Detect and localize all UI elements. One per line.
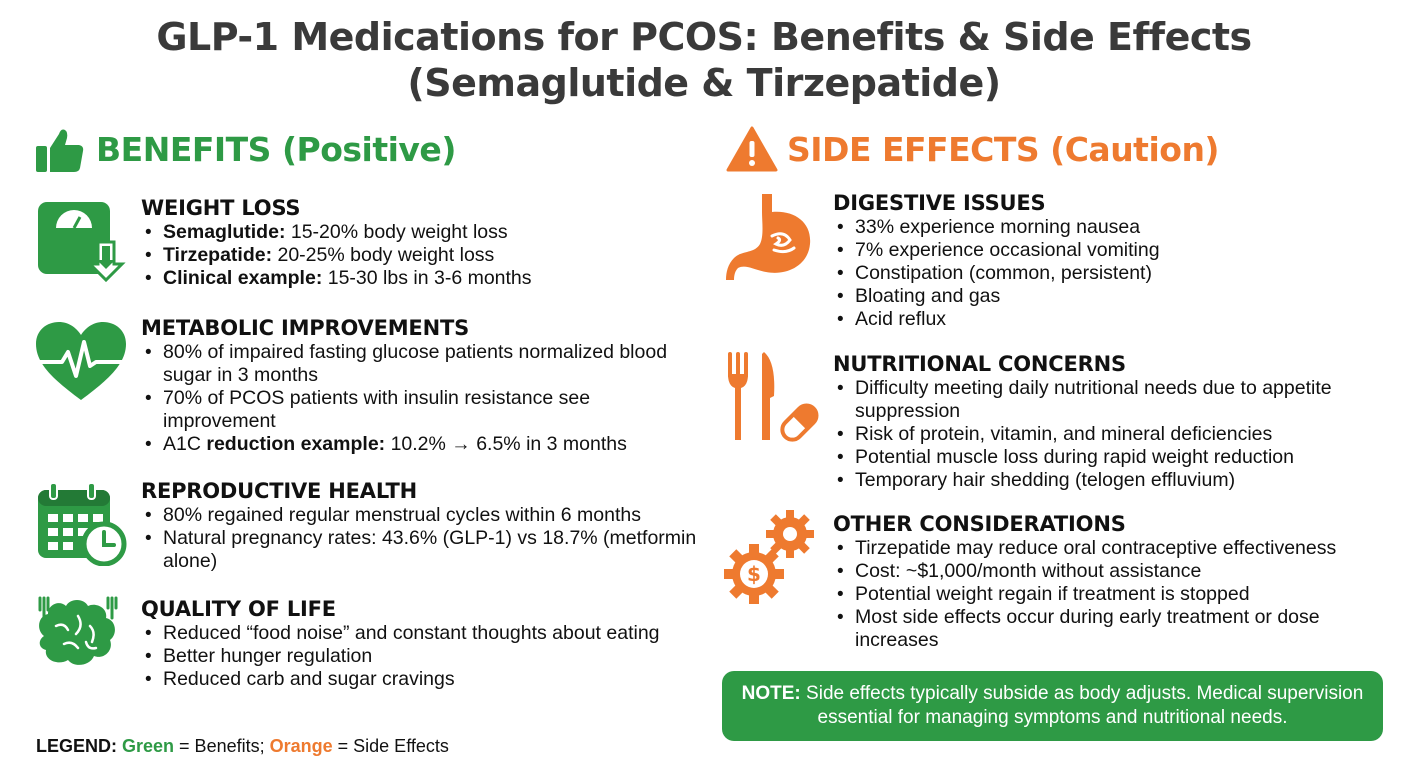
list-item: Difficulty meeting daily nutritional nee… [833,377,1373,423]
list-item: Tirzepatide: 20-25% body weight loss [141,244,701,267]
list-item: 80% regained regular menstrual cycles wi… [141,504,701,527]
section-other-considerations: OTHER CONSIDERATIONS Tirzepatide may red… [833,512,1378,652]
side-effects-heading: SIDE EFFECTS (Caution) [787,130,1220,169]
section-reproductive-health: REPRODUCTIVE HEALTH 80% regained regular… [141,479,701,573]
section-weight-loss: WEIGHT LOSS Semaglutide: 15-20% body wei… [141,196,701,290]
list-item: Reduced carb and sugar cravings [141,668,671,691]
list-item: Natural pregnancy rates: 43.6% (GLP-1) v… [141,527,701,573]
list-item: Most side effects occur during early tre… [833,606,1378,652]
scale-down-arrow-icon [38,202,126,282]
metabolic-title: METABOLIC IMPROVEMENTS [141,316,469,340]
list-item: 33% experience morning nausea [833,216,1373,239]
title-line-1: GLP-1 Medications for PCOS: Benefits & S… [156,15,1252,59]
list-item: Better hunger regulation [141,645,671,668]
other-title: OTHER CONSIDERATIONS [833,512,1126,536]
fork-knife-pill-icon [728,352,819,442]
list-item: Constipation (common, persistent) [833,262,1373,285]
brain-food-icon [38,596,118,665]
heart-pulse-icon [36,322,126,400]
legend-label: LEGEND: [36,736,117,756]
note-label: NOTE: [741,683,801,704]
list-item: 70% of PCOS patients with insulin resist… [141,387,681,433]
calendar-clock-icon [38,482,127,566]
gears-dollar-icon: $ [724,510,814,604]
section-digestive-issues: DIGESTIVE ISSUES 33% experience morning … [833,191,1373,331]
list-item: Clinical example: 15-30 lbs in 3-6 month… [141,267,701,290]
list-item: Potential muscle loss during rapid weigh… [833,446,1373,469]
list-item: Potential weight regain if treatment is … [833,583,1378,606]
stomach-icon [726,194,811,280]
thumbs-up-icon [36,129,84,172]
list-item: Cost: ~$1,000/month without assistance [833,560,1378,583]
list-item: Reduced “food noise” and constant though… [141,622,671,645]
list-item: 80% of impaired fasting glucose patients… [141,341,681,387]
list-item: Bloating and gas [833,285,1373,308]
note-box: NOTE: Side effects typically subside as … [722,671,1383,741]
legend-orange-word: Orange [269,736,333,756]
list-item: Temporary hair shedding (telogen effluvi… [833,469,1373,492]
list-item: Semaglutide: 15-20% body weight loss [141,221,701,244]
legend-green-word: Green [122,736,175,756]
svg-text:$: $ [747,562,761,586]
nutritional-title: NUTRITIONAL CONCERNS [833,352,1126,376]
list-item: Tirzepatide may reduce oral contraceptiv… [833,537,1378,560]
list-item: A1C reduction example: 10.2% → 6.5% in 3… [141,433,681,456]
section-metabolic-improvements: METABOLIC IMPROVEMENTS 80% of impaired f… [141,316,681,456]
legend-orange-text: = Side Effects [332,736,449,756]
reproductive-title: REPRODUCTIVE HEALTH [141,479,418,503]
warning-icon [726,126,778,172]
page-title: GLP-1 Medications for PCOS: Benefits & S… [0,14,1408,106]
title-line-2: (Semaglutide & Tirzepatide) [407,61,1001,105]
list-item: 7% experience occasional vomiting [833,239,1373,262]
benefits-heading: BENEFITS (Positive) [96,130,456,169]
list-item: Risk of protein, vitamin, and mineral de… [833,423,1373,446]
legend: LEGEND: Green = Benefits; Orange = Side … [36,735,449,757]
section-nutritional-concerns: NUTRITIONAL CONCERNS Difficulty meeting … [833,352,1373,492]
weight-loss-title: WEIGHT LOSS [141,196,301,220]
note-text: Side effects typically subside as body a… [800,683,1364,728]
digestive-title: DIGESTIVE ISSUES [833,191,1046,215]
quality-title: QUALITY OF LIFE [141,597,336,621]
section-quality-of-life: QUALITY OF LIFE Reduced “food noise” and… [141,597,671,691]
list-item: Acid reflux [833,308,1373,331]
legend-green-text: = Benefits; [174,736,270,756]
